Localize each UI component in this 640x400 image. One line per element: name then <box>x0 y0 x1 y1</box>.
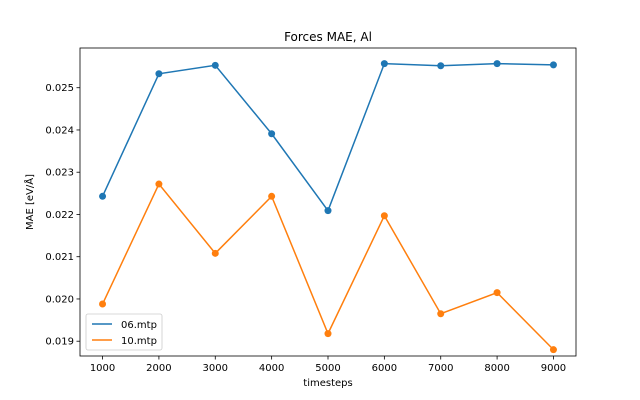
legend-box <box>85 313 163 351</box>
data-point-06-mtp <box>324 207 332 215</box>
data-point-10-mtp <box>211 249 219 257</box>
x-tick-label: 1000 <box>90 363 115 374</box>
data-point-06-mtp <box>211 61 219 69</box>
y-tick-label: 0.022 <box>45 210 74 221</box>
data-point-10-mtp <box>493 289 501 297</box>
legend-label-10-mtp: 10.mtp <box>121 336 157 347</box>
data-point-06-mtp <box>380 60 388 68</box>
y-tick-label: 0.021 <box>45 252 74 263</box>
data-point-06-mtp <box>155 70 163 78</box>
data-point-06-mtp <box>437 62 445 70</box>
y-tick-label: 0.025 <box>45 83 74 94</box>
data-point-10-mtp <box>268 192 276 200</box>
y-tick-label: 0.019 <box>45 337 74 348</box>
data-point-06-mtp <box>549 61 557 69</box>
legend: 06.mtp 10.mtp <box>85 313 163 351</box>
data-point-10-mtp <box>549 346 557 354</box>
chart-title: Forces MAE, Al <box>284 30 372 44</box>
x-tick-label: 9000 <box>541 363 566 374</box>
y-axis: 0.019 0.020 0.021 0.022 0.023 0.024 0.025 <box>45 83 80 348</box>
series-06-mtp <box>99 60 557 215</box>
x-axis: 1000 2000 3000 4000 5000 6000 7000 8000 9000 <box>90 356 566 374</box>
plot-frame <box>79 47 577 357</box>
x-tick-label: 2000 <box>146 363 171 374</box>
x-tick-label: 5000 <box>315 363 340 374</box>
y-tick-label: 0.023 <box>45 168 74 179</box>
data-point-06-mtp <box>268 130 276 138</box>
x-axis-title: timesteps <box>303 378 352 389</box>
data-point-10-mtp <box>155 180 163 188</box>
x-tick-label: 4000 <box>259 363 284 374</box>
data-point-10-mtp <box>99 300 107 308</box>
data-point-06-mtp <box>493 60 501 68</box>
x-tick-label: 3000 <box>203 363 228 374</box>
data-point-10-mtp <box>380 212 388 220</box>
data-point-10-mtp <box>324 330 332 338</box>
x-tick-label: 8000 <box>484 363 509 374</box>
series-layer <box>99 60 557 354</box>
y-tick-label: 0.024 <box>45 125 74 136</box>
x-tick-label: 6000 <box>372 363 397 374</box>
data-point-10-mtp <box>437 310 445 318</box>
x-tick-label: 7000 <box>428 363 453 374</box>
series-10-mtp <box>99 180 557 354</box>
y-tick-label: 0.020 <box>45 294 74 305</box>
data-point-06-mtp <box>99 192 107 200</box>
legend-label-06-mtp: 06.mtp <box>121 320 157 331</box>
y-axis-title: MAE [eV/Å] <box>23 174 36 230</box>
plot-area <box>80 48 576 356</box>
